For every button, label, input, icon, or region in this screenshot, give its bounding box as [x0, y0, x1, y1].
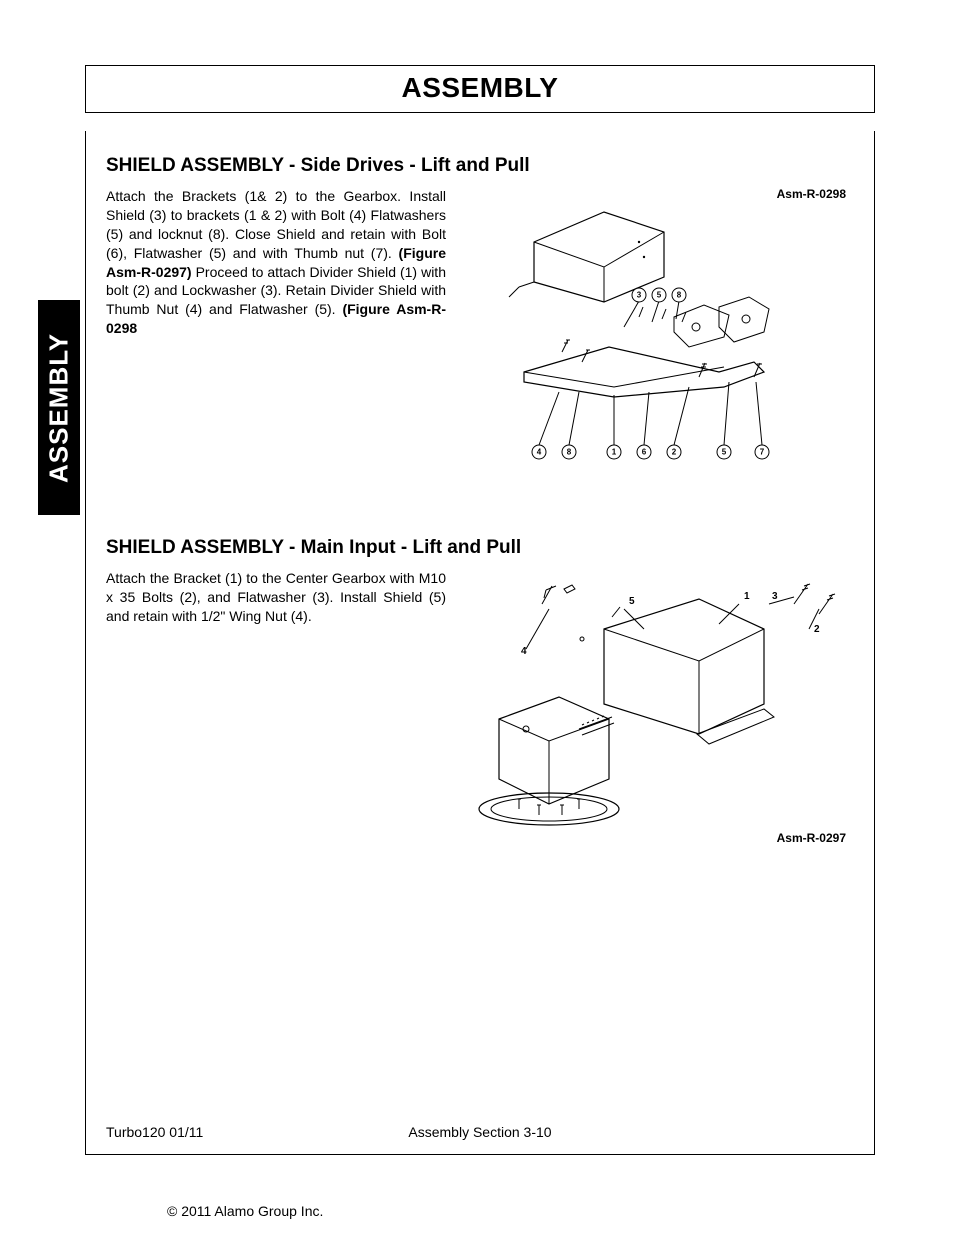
svg-text:5: 5: [722, 448, 727, 457]
section2-body: Attach the Bracket (1) to the Center Gea…: [106, 569, 446, 849]
svg-text:4: 4: [521, 646, 527, 657]
svg-text:8: 8: [567, 448, 572, 457]
footer-left: Turbo120 01/11: [106, 1124, 355, 1140]
figure2-label: Asm-R-0297: [777, 831, 846, 845]
svg-text:2: 2: [814, 624, 820, 635]
copyright: © 2011 Alamo Group Inc.: [167, 1203, 323, 1219]
page-footer: Turbo120 01/11 Assembly Section 3-10: [106, 1124, 854, 1140]
title-box: ASSEMBLY: [85, 65, 875, 113]
svg-text:1: 1: [612, 448, 617, 457]
figure2-column: Asm-R-0297: [464, 569, 854, 849]
figure1-diagram: 3 5 8 4 8 1 6 2 5 7: [464, 187, 834, 477]
content-frame: SHIELD ASSEMBLY - Side Drives - Lift and…: [85, 131, 875, 1155]
section-main-input: SHIELD ASSEMBLY - Main Input - Lift and …: [106, 537, 854, 849]
figure1-label: Asm-R-0298: [777, 187, 846, 201]
svg-text:7: 7: [760, 448, 765, 457]
section1-body: Attach the Brackets (1& 2) to the Gearbo…: [106, 187, 446, 477]
section1-body-pre: Attach the Brackets (1& 2) to the Gearbo…: [106, 188, 446, 261]
page-body: ASSEMBLY SHIELD ASSEMBLY - Side Drives -…: [85, 65, 875, 1155]
footer-center: Assembly Section 3-10: [355, 1124, 604, 1140]
svg-text:3: 3: [772, 591, 778, 602]
svg-text:3: 3: [637, 291, 642, 300]
svg-text:4: 4: [537, 448, 542, 457]
section-side-drives: SHIELD ASSEMBLY - Side Drives - Lift and…: [106, 155, 854, 477]
svg-text:5: 5: [657, 291, 662, 300]
page-title: ASSEMBLY: [86, 72, 874, 104]
figure1-column: Asm-R-0298: [464, 187, 854, 477]
svg-text:8: 8: [677, 291, 682, 300]
section2-heading: SHIELD ASSEMBLY - Main Input - Lift and …: [106, 537, 854, 559]
svg-text:2: 2: [672, 448, 677, 457]
section1-heading: SHIELD ASSEMBLY - Side Drives - Lift and…: [106, 155, 854, 177]
figure2-diagram: 5 1 3 2 4: [464, 569, 844, 839]
side-tab: ASSEMBLY: [38, 300, 80, 515]
svg-text:6: 6: [642, 448, 647, 457]
svg-text:5: 5: [629, 596, 635, 607]
svg-text:1: 1: [744, 591, 750, 602]
